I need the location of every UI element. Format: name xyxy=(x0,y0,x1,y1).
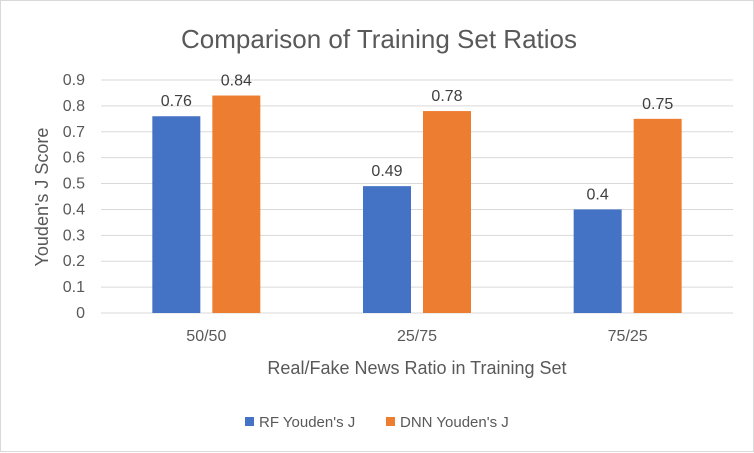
x-tick-label: 25/75 xyxy=(397,328,437,345)
y-tick-label: 0.9 xyxy=(63,72,85,89)
y-tick-label: 0.4 xyxy=(63,201,85,218)
bar xyxy=(152,116,201,313)
y-axis-label: Youden's J Score xyxy=(32,128,52,267)
data-label: 0.75 xyxy=(642,96,673,113)
y-tick-label: 0.5 xyxy=(63,176,85,193)
bar xyxy=(633,118,682,313)
chart-title: Comparison of Training Set Ratios xyxy=(181,24,577,54)
legend-label: RF Youden's J xyxy=(259,414,355,431)
x-axis-ticks: 50/50 25/75 75/25 xyxy=(186,328,647,345)
y-tick-label: 0.6 xyxy=(63,150,85,167)
data-label: 0.76 xyxy=(161,93,192,110)
data-label: 0.84 xyxy=(221,73,252,90)
legend-swatch xyxy=(245,417,254,426)
y-tick-label: 0 xyxy=(76,305,85,322)
legend-swatch xyxy=(386,417,395,426)
bar xyxy=(212,95,261,314)
bar xyxy=(573,209,622,313)
data-label: 0.4 xyxy=(587,186,609,203)
y-tick-label: 0.2 xyxy=(63,253,85,270)
y-tick-label: 0.8 xyxy=(63,98,85,115)
gridlines xyxy=(101,79,733,314)
bars xyxy=(152,95,682,314)
y-tick-label: 0.3 xyxy=(63,227,85,244)
data-label: 0.78 xyxy=(431,88,462,105)
y-axis-ticks: 0 0.1 0.2 0.3 0.4 0.5 0.6 0.7 0.8 0.9 xyxy=(63,72,85,322)
x-tick-label: 75/25 xyxy=(608,328,648,345)
bar xyxy=(423,111,471,313)
legend-label: DNN Youden's J xyxy=(400,414,509,431)
data-label: 0.49 xyxy=(371,163,402,180)
y-tick-label: 0.1 xyxy=(63,279,85,296)
x-tick-label: 50/50 xyxy=(186,328,226,345)
data-labels: 0.76 0.84 0.49 0.78 0.4 0.75 xyxy=(161,73,674,204)
legend: RF Youden's J DNN Youden's J xyxy=(245,414,509,431)
x-axis-label: Real/Fake News Ratio in Training Set xyxy=(267,358,566,378)
bar xyxy=(363,186,411,313)
y-tick-label: 0.7 xyxy=(63,124,85,141)
